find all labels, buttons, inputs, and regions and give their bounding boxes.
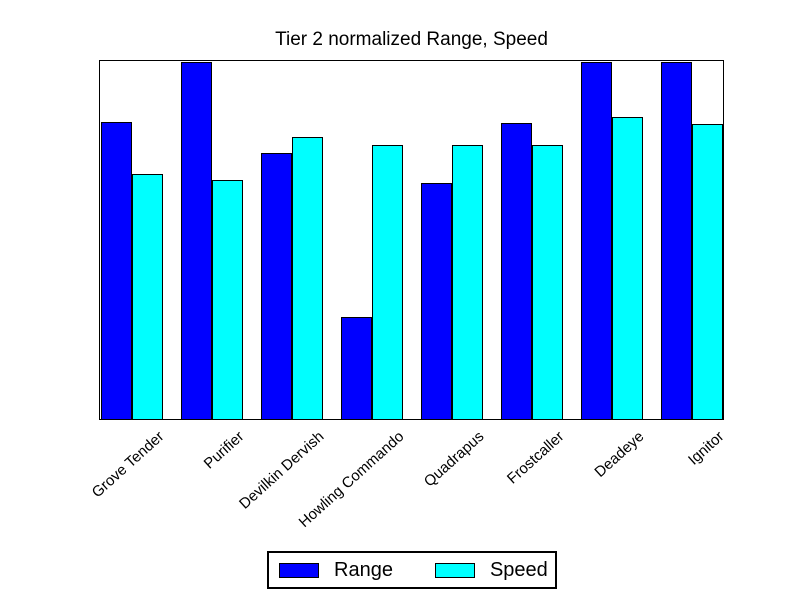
bar-speed-4 [372, 145, 403, 419]
bar-speed-7 [612, 117, 643, 419]
bar-range-5 [421, 183, 452, 419]
legend-label-range: Range [334, 558, 393, 581]
bar-range-3 [261, 153, 292, 419]
bar-range-8 [661, 62, 692, 419]
bar-range-2 [181, 62, 212, 419]
plot-area [99, 60, 724, 420]
bar-range-7 [581, 62, 612, 419]
legend-swatch-speed [434, 562, 475, 578]
bar-speed-2 [212, 180, 243, 419]
bar-range-4 [341, 317, 372, 419]
bar-speed-6 [532, 145, 563, 419]
bar-range-6 [501, 123, 532, 419]
bar-speed-5 [452, 145, 483, 419]
bar-speed-8 [692, 124, 723, 419]
chart-title: Tier 2 normalized Range, Speed [275, 29, 548, 50]
bar-range-1 [101, 122, 132, 419]
bar-speed-3 [292, 137, 323, 419]
bar-speed-1 [132, 174, 163, 419]
legend: Range Speed [267, 551, 557, 589]
legend-label-speed: Speed [489, 558, 548, 581]
legend-swatch-range [279, 562, 319, 578]
